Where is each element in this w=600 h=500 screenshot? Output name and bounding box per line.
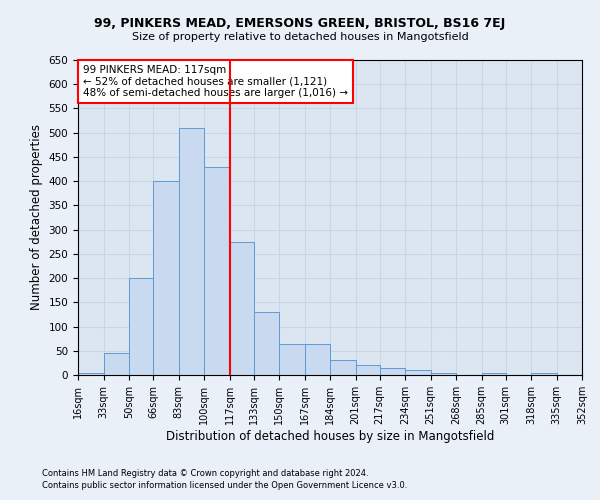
Text: Size of property relative to detached houses in Mangotsfield: Size of property relative to detached ho…	[131, 32, 469, 42]
Bar	[78, 372, 104, 375]
Bar	[129, 278, 153, 375]
Bar	[355, 366, 380, 375]
Bar	[431, 372, 456, 375]
Text: Contains public sector information licensed under the Open Government Licence v3: Contains public sector information licen…	[42, 481, 407, 490]
Bar	[254, 312, 279, 375]
Bar	[204, 166, 229, 375]
Text: 99 PINKERS MEAD: 117sqm
← 52% of detached houses are smaller (1,121)
48% of semi: 99 PINKERS MEAD: 117sqm ← 52% of detache…	[83, 64, 348, 98]
Text: 99, PINKERS MEAD, EMERSONS GREEN, BRISTOL, BS16 7EJ: 99, PINKERS MEAD, EMERSONS GREEN, BRISTO…	[94, 18, 506, 30]
Bar	[153, 181, 179, 375]
Bar	[305, 344, 330, 375]
Bar	[279, 344, 305, 375]
Bar	[179, 128, 204, 375]
X-axis label: Distribution of detached houses by size in Mangotsfield: Distribution of detached houses by size …	[166, 430, 494, 442]
Bar	[229, 242, 254, 375]
Text: Contains HM Land Registry data © Crown copyright and database right 2024.: Contains HM Land Registry data © Crown c…	[42, 468, 368, 477]
Bar	[330, 360, 355, 375]
Y-axis label: Number of detached properties: Number of detached properties	[30, 124, 43, 310]
Bar	[482, 372, 505, 375]
Bar	[104, 353, 129, 375]
Bar	[405, 370, 431, 375]
Bar	[380, 368, 405, 375]
Bar	[531, 372, 557, 375]
